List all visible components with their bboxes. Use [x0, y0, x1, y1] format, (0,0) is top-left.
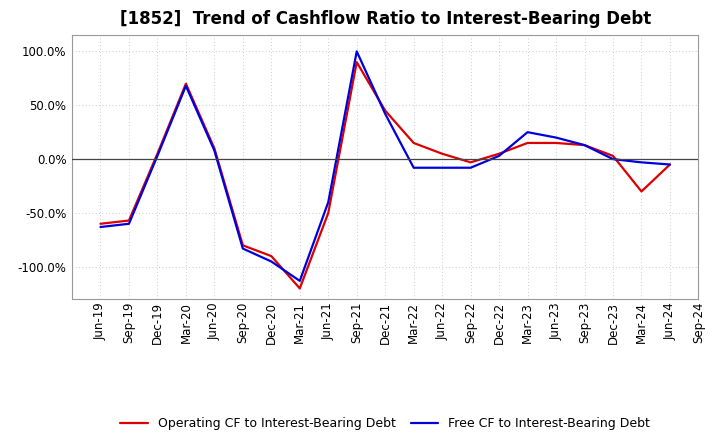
Operating CF to Interest-Bearing Debt: [295, 286, 304, 291]
Operating CF to Interest-Bearing Debt: [238, 243, 247, 248]
Operating CF to Interest-Bearing Debt: [495, 151, 503, 156]
Free CF to Interest-Bearing Debt: [552, 135, 560, 140]
Operating CF to Interest-Bearing Debt: [637, 189, 646, 194]
Free CF to Interest-Bearing Debt: [410, 165, 418, 170]
Free CF to Interest-Bearing Debt: [580, 143, 589, 148]
Free CF to Interest-Bearing Debt: [125, 221, 133, 227]
Operating CF to Interest-Bearing Debt: [665, 162, 674, 167]
Free CF to Interest-Bearing Debt: [238, 246, 247, 251]
Free CF to Interest-Bearing Debt: [438, 165, 446, 170]
Operating CF to Interest-Bearing Debt: [467, 160, 475, 165]
Free CF to Interest-Bearing Debt: [467, 165, 475, 170]
Operating CF to Interest-Bearing Debt: [552, 140, 560, 146]
Operating CF to Interest-Bearing Debt: [153, 151, 162, 156]
Free CF to Interest-Bearing Debt: [352, 49, 361, 54]
Operating CF to Interest-Bearing Debt: [608, 153, 617, 158]
Legend: Operating CF to Interest-Bearing Debt, Free CF to Interest-Bearing Debt: Operating CF to Interest-Bearing Debt, F…: [120, 417, 650, 430]
Free CF to Interest-Bearing Debt: [381, 111, 390, 117]
Free CF to Interest-Bearing Debt: [665, 162, 674, 167]
Operating CF to Interest-Bearing Debt: [352, 59, 361, 65]
Free CF to Interest-Bearing Debt: [210, 148, 219, 153]
Free CF to Interest-Bearing Debt: [495, 153, 503, 158]
Free CF to Interest-Bearing Debt: [96, 224, 105, 230]
Free CF to Interest-Bearing Debt: [523, 129, 532, 135]
Operating CF to Interest-Bearing Debt: [210, 146, 219, 151]
Operating CF to Interest-Bearing Debt: [580, 143, 589, 148]
Operating CF to Interest-Bearing Debt: [438, 151, 446, 156]
Line: Free CF to Interest-Bearing Debt: Free CF to Interest-Bearing Debt: [101, 51, 670, 281]
Free CF to Interest-Bearing Debt: [267, 259, 276, 264]
Free CF to Interest-Bearing Debt: [608, 157, 617, 162]
Title: [1852]  Trend of Cashflow Ratio to Interest-Bearing Debt: [1852] Trend of Cashflow Ratio to Intere…: [120, 10, 651, 28]
Operating CF to Interest-Bearing Debt: [96, 221, 105, 227]
Operating CF to Interest-Bearing Debt: [181, 81, 190, 86]
Operating CF to Interest-Bearing Debt: [125, 218, 133, 223]
Operating CF to Interest-Bearing Debt: [523, 140, 532, 146]
Operating CF to Interest-Bearing Debt: [410, 140, 418, 146]
Operating CF to Interest-Bearing Debt: [381, 108, 390, 113]
Free CF to Interest-Bearing Debt: [295, 278, 304, 283]
Free CF to Interest-Bearing Debt: [637, 160, 646, 165]
Line: Operating CF to Interest-Bearing Debt: Operating CF to Interest-Bearing Debt: [101, 62, 670, 289]
Free CF to Interest-Bearing Debt: [153, 153, 162, 158]
Free CF to Interest-Bearing Debt: [181, 83, 190, 88]
Free CF to Interest-Bearing Debt: [324, 200, 333, 205]
Operating CF to Interest-Bearing Debt: [267, 253, 276, 259]
Operating CF to Interest-Bearing Debt: [324, 210, 333, 216]
